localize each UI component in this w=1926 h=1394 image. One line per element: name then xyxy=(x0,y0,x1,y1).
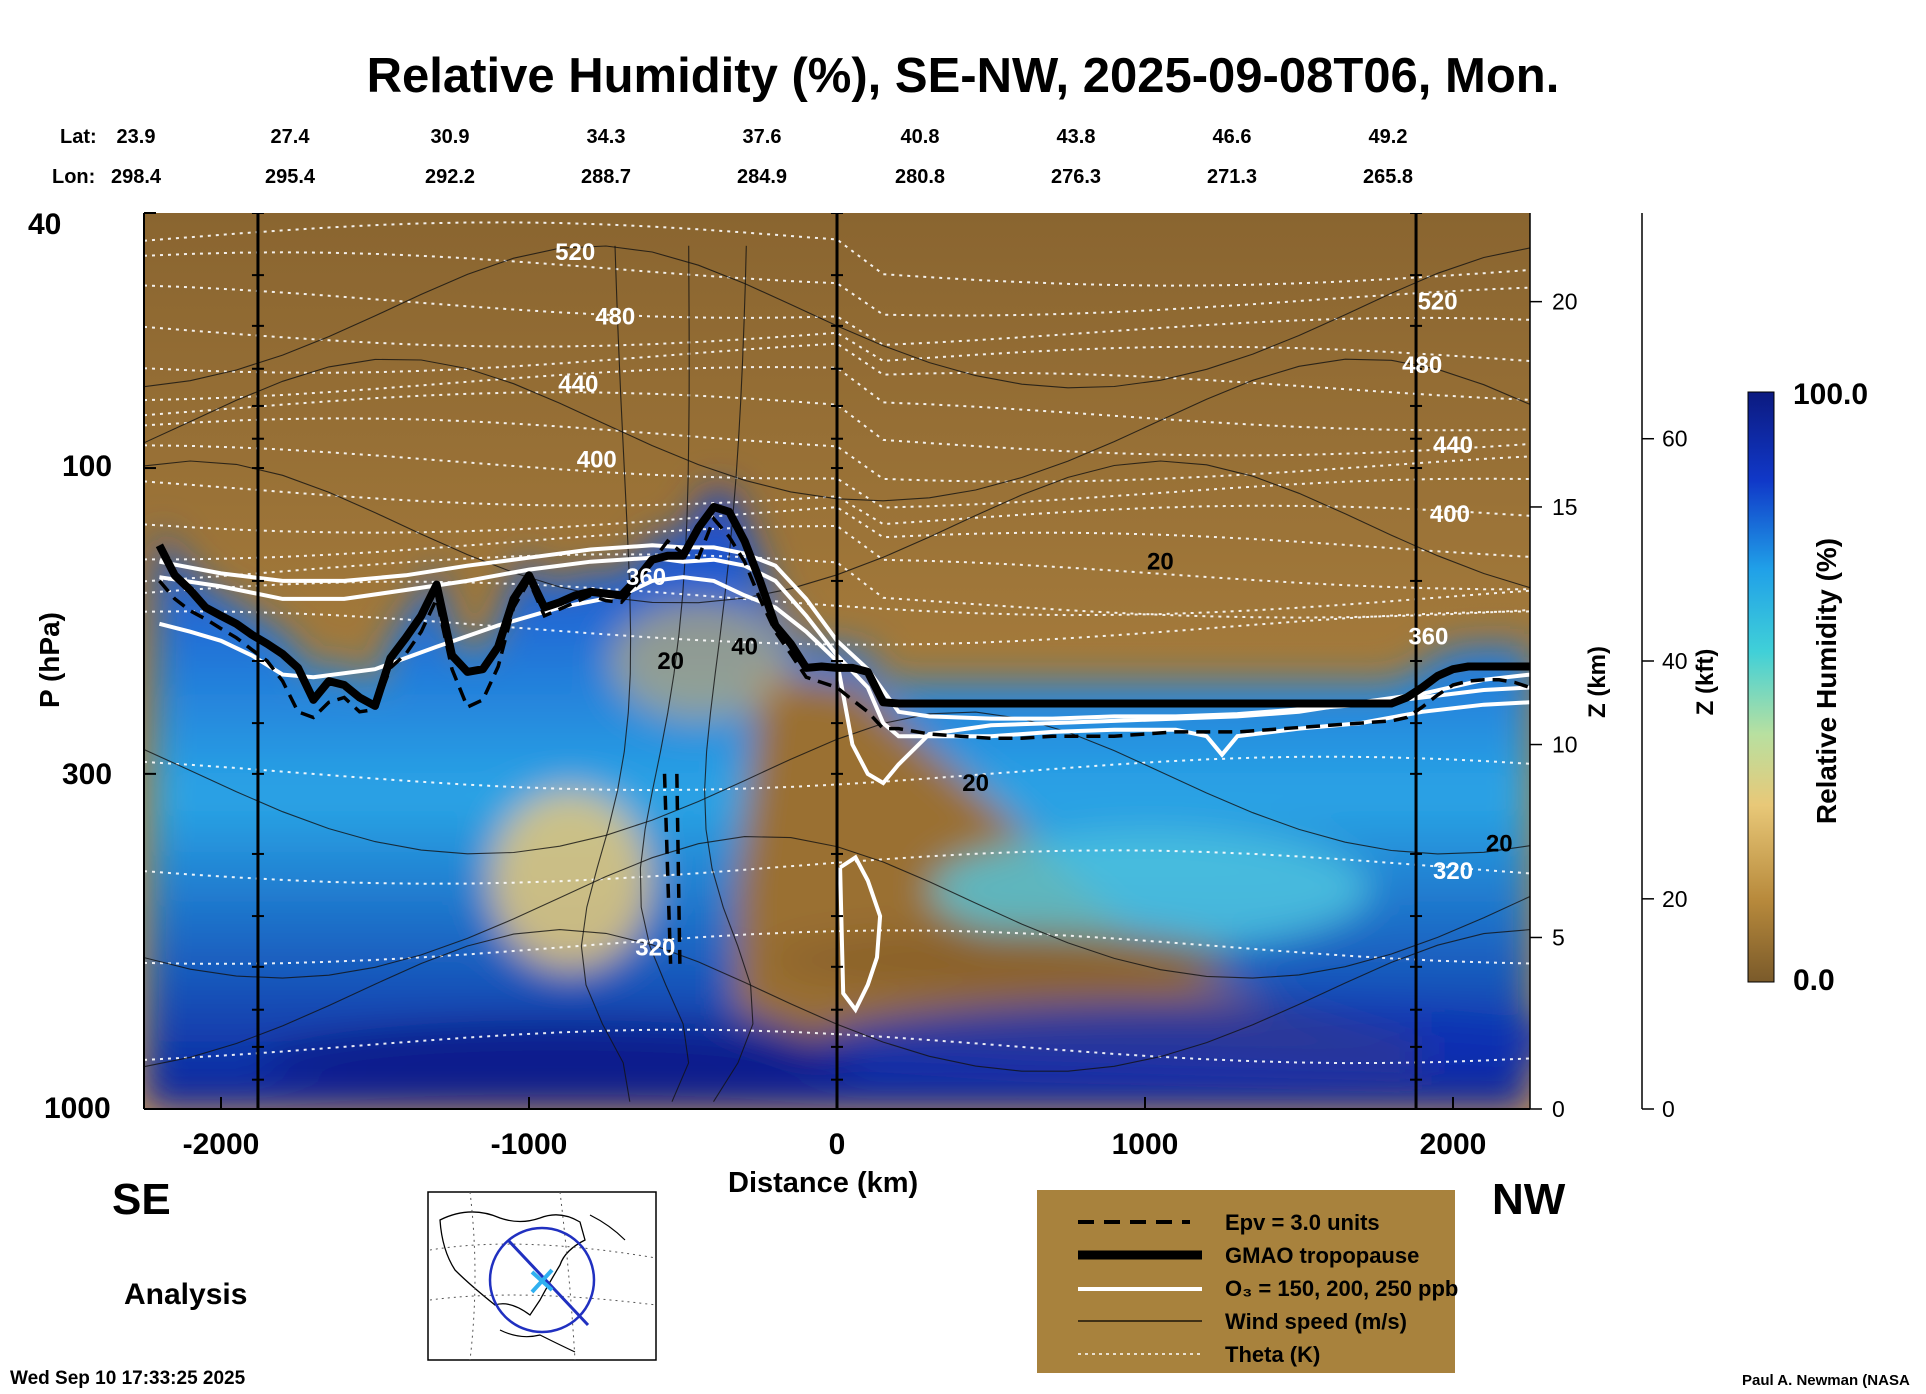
colorbar-label: Relative Humidity (%) xyxy=(1802,500,1852,860)
theta-label: 440 xyxy=(1433,432,1473,459)
theta-label: 480 xyxy=(1402,352,1442,379)
lon-value: 284.9 xyxy=(736,166,788,188)
epv-contour xyxy=(158,515,1530,741)
ozone-contour xyxy=(838,854,883,1014)
z-km-axis-label-text: Z (km) xyxy=(1584,646,1611,718)
theta-label: 320 xyxy=(1433,858,1473,885)
lat-value: 23.9 xyxy=(116,126,156,148)
z-km-tick-label: 10 xyxy=(1552,732,1578,758)
z-km-tick-label: 0 xyxy=(1552,1096,1565,1122)
timestamp: Wed Sep 10 17:33:25 2025 xyxy=(10,1368,246,1389)
z-kft-tick-label: 40 xyxy=(1662,648,1688,674)
x-tick-label: -2000 xyxy=(182,1128,260,1161)
inset-map xyxy=(427,1191,657,1361)
x-tick-label: 0 xyxy=(828,1128,846,1161)
wind-label: 40 xyxy=(731,634,758,661)
z-kft-axis-label: Z (kft) xyxy=(1686,630,1726,730)
lat-value: 40.8 xyxy=(900,126,940,148)
z-kft-tick-label: 20 xyxy=(1662,886,1688,912)
wind-label: 20 xyxy=(657,648,684,675)
lon-value: 292.2 xyxy=(424,166,476,188)
ozone-contour xyxy=(158,575,1530,786)
wind-contour xyxy=(704,245,754,1102)
colorbar xyxy=(1747,391,1775,983)
ozone-contour xyxy=(159,555,1530,758)
y-axis-label-text: P (hPa) xyxy=(34,612,65,708)
lat-value: 46.6 xyxy=(1212,126,1252,148)
legend-labels: Epv = 3.0 units GMAO tropopause O₃ = 150… xyxy=(1225,1206,1458,1371)
wind-label: 20 xyxy=(1147,549,1174,576)
z-kft-axis-label-text: Z (kft) xyxy=(1692,648,1719,716)
y-tick-label: 40 xyxy=(28,208,62,241)
legend-item-theta: Theta (K) xyxy=(1225,1342,1321,1367)
theta-label: 520 xyxy=(555,239,595,266)
z-km-axis-label: Z (km) xyxy=(1578,630,1618,730)
theta-label: 320 xyxy=(635,935,675,962)
y-tick-label: 300 xyxy=(62,758,113,791)
theta-label: 360 xyxy=(1408,623,1448,650)
z-km-tick-label: 20 xyxy=(1552,289,1578,315)
legend-item-tropopause: GMAO tropopause xyxy=(1225,1243,1420,1268)
credit: Paul A. Newman (NASA xyxy=(1742,1372,1910,1389)
lon-value: 280.8 xyxy=(894,166,946,188)
theta-label: 520 xyxy=(1418,289,1458,316)
lat-value: 43.8 xyxy=(1056,126,1096,148)
z-km-tick-label: 5 xyxy=(1552,924,1565,950)
lon-value: 288.7 xyxy=(580,166,632,188)
tropopause-line xyxy=(155,503,1530,710)
theta-contour xyxy=(144,391,1530,457)
x-tick-label: 1000 xyxy=(1111,1128,1179,1161)
lon-value: 295.4 xyxy=(264,166,316,188)
lat-label: Lat: xyxy=(60,126,97,148)
z-kft-tick-label: 60 xyxy=(1662,426,1688,452)
direction-nw: NW xyxy=(1492,1175,1566,1224)
theta-label: 400 xyxy=(577,447,617,474)
theta-contour xyxy=(144,366,1530,432)
legend-item-wind: Wind speed (m/s) xyxy=(1225,1309,1407,1334)
lon-value: 298.4 xyxy=(110,166,162,188)
lon-value: 271.3 xyxy=(1206,166,1258,188)
z-kft-tick-label: 0 xyxy=(1662,1096,1675,1122)
theta-label: 360 xyxy=(626,564,666,591)
x-axis-label: Distance (km) xyxy=(728,1167,919,1199)
lon-label: Lon: xyxy=(52,166,96,188)
y-tick-label: 1000 xyxy=(44,1092,111,1125)
legend xyxy=(1037,1190,1455,1373)
chart-title: Relative Humidity (%), SE-NW, 2025-09-08… xyxy=(366,49,1560,103)
theta-label: 480 xyxy=(595,303,635,330)
colorbar-max-label: 100.0 xyxy=(1793,378,1869,411)
lon-value: 265.8 xyxy=(1362,166,1414,188)
y-axis-label: P (hPa) xyxy=(20,602,80,722)
lat-value: 27.4 xyxy=(270,126,310,148)
wind-contour xyxy=(639,245,690,1102)
ozone-contour xyxy=(159,543,1530,721)
epv-contour xyxy=(662,773,682,967)
colorbar-label-text: Relative Humidity (%) xyxy=(1811,537,1842,825)
legend-item-ozone: O₃ = 150, 200, 250 ppb xyxy=(1225,1276,1459,1301)
direction-se: SE xyxy=(112,1175,171,1224)
z-km-tick-label: 15 xyxy=(1552,494,1578,520)
analysis-label: Analysis xyxy=(124,1278,248,1311)
x-tick-label: -1000 xyxy=(490,1128,568,1161)
wind-label: 20 xyxy=(1486,830,1513,857)
colorbar-min-label: 0.0 xyxy=(1793,964,1835,997)
lon-value: 276.3 xyxy=(1050,166,1102,188)
legend-item-epv: Epv = 3.0 units xyxy=(1225,1210,1380,1235)
lat-value: 30.9 xyxy=(430,126,470,148)
y-tick-label: 100 xyxy=(62,450,113,483)
theta-contour xyxy=(144,553,1530,619)
lat-value: 34.3 xyxy=(586,126,626,148)
wind-label: 20 xyxy=(962,770,989,797)
lat-value: 49.2 xyxy=(1368,126,1408,148)
wind-contour xyxy=(580,245,632,1102)
theta-label: 440 xyxy=(558,371,598,398)
x-tick-label: 2000 xyxy=(1419,1128,1487,1161)
theta-label: 400 xyxy=(1430,501,1470,528)
lat-value: 37.6 xyxy=(742,126,782,148)
